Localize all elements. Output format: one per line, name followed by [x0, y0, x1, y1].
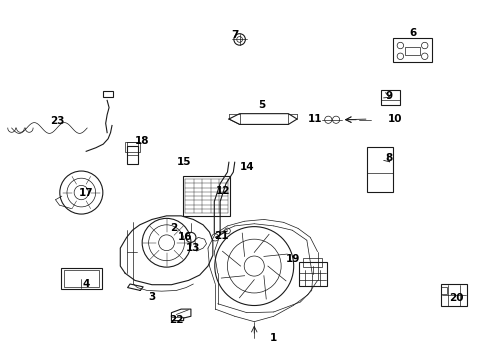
Bar: [380, 90, 400, 105]
Bar: [303, 258, 322, 267]
Text: 20: 20: [448, 293, 463, 303]
Text: 5: 5: [257, 100, 264, 110]
Bar: [366, 147, 392, 192]
Bar: [392, 38, 431, 62]
Text: 23: 23: [50, 116, 64, 126]
Bar: [63, 270, 99, 287]
Text: 18: 18: [135, 136, 149, 145]
Text: 2: 2: [170, 224, 177, 233]
Text: 8: 8: [385, 153, 392, 163]
Text: 21: 21: [213, 231, 228, 240]
Text: 13: 13: [186, 243, 200, 253]
Bar: [61, 268, 102, 289]
Bar: [298, 262, 326, 285]
Text: 10: 10: [387, 114, 402, 124]
Text: 19: 19: [285, 254, 300, 264]
Bar: [440, 284, 466, 306]
Bar: [440, 287, 446, 294]
Text: 3: 3: [148, 292, 155, 302]
Text: 4: 4: [82, 279, 90, 289]
Bar: [127, 145, 138, 164]
Text: 22: 22: [169, 315, 183, 325]
Bar: [125, 141, 140, 152]
Text: 17: 17: [79, 188, 93, 198]
Text: 12: 12: [215, 186, 229, 196]
Text: 11: 11: [307, 114, 322, 124]
Text: 7: 7: [231, 30, 238, 40]
Text: 1: 1: [269, 333, 277, 343]
Bar: [183, 176, 229, 216]
Text: 15: 15: [176, 157, 190, 167]
Bar: [103, 91, 113, 97]
Text: 14: 14: [239, 162, 254, 172]
Text: 9: 9: [385, 91, 392, 101]
Bar: [405, 47, 419, 55]
Text: 16: 16: [178, 232, 192, 242]
Text: 6: 6: [408, 28, 415, 38]
